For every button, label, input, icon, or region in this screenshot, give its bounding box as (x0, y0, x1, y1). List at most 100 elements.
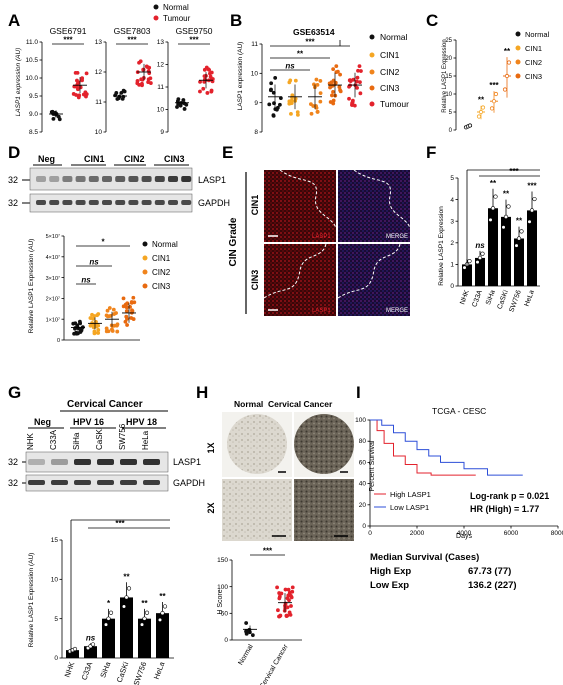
panel-c-ylabel: Relative LASP1 Expression (442, 39, 448, 112)
data-point (287, 80, 292, 85)
data-point (104, 329, 109, 334)
data-point (160, 611, 165, 616)
data-point (115, 329, 120, 334)
legend-normal: Normal (163, 3, 189, 12)
data-point (147, 65, 152, 70)
data-point (293, 96, 298, 101)
data-point (208, 71, 212, 76)
x-tick-label: NHK (459, 289, 471, 306)
y-tick-label: 100 (217, 584, 228, 591)
median-row-low-value: 136.2 (227) (468, 580, 517, 591)
y-tick-label: 2×10⁷ (46, 296, 60, 303)
blot-g-header: Cervical Cancer (67, 399, 143, 410)
sig-label: ns (81, 276, 91, 285)
sig-label: *** (115, 519, 125, 528)
y-tick-label: 15 (51, 537, 59, 544)
y-tick-label: 15 (445, 74, 452, 80)
blot-d-mw-2: 32 (8, 198, 18, 208)
data-point (162, 604, 168, 609)
x-tick-label: SiHa (485, 289, 497, 306)
panel-i-ylabel: Percent Survival (369, 440, 376, 491)
y-tick-label: 9.5 (29, 93, 38, 100)
panel-d-blot: Neg CIN1 CIN2 CIN3 32 32 LASP1 GAPDH (8, 154, 230, 213)
blot-d-lane-cin1: CIN1 (84, 154, 105, 164)
data-point (529, 208, 535, 213)
data-point (204, 65, 209, 70)
blot-g-group-hpv18: HPV 18 (126, 417, 157, 427)
panel-i-xlabel: Days (456, 533, 472, 540)
x-tick-label: 6000 (504, 530, 519, 537)
data-point (330, 93, 334, 98)
data-point (488, 217, 493, 223)
panel-a-legend: Normal Tumour (153, 3, 191, 23)
median-row-high-value: 67.73 (77) (468, 566, 511, 577)
blot-band-gapdh (74, 480, 91, 485)
blot-d-lane-cin3: CIN3 (164, 154, 185, 164)
sig-label: * (101, 238, 105, 247)
data-point (273, 76, 278, 80)
x-tick-label: CaSKi (115, 660, 131, 683)
data-point (129, 300, 134, 304)
y-tick-label: 1 (450, 262, 454, 269)
sig-label: ** (123, 572, 130, 581)
panel-i-hr: HR (High) = 1.77 (470, 504, 539, 514)
data-point (106, 616, 111, 621)
data-point (480, 251, 485, 256)
data-point (50, 109, 55, 114)
blot-band-gapdh (49, 200, 60, 205)
panel-d-legend: Normal CIN1 CIN2 CIN3 (142, 240, 178, 291)
sig-label: *** (189, 36, 199, 45)
data-point (334, 64, 339, 69)
if-label-merge-2: MERGE (386, 308, 408, 314)
y-tick-label: 11 (95, 99, 102, 106)
bar (527, 210, 537, 286)
legend-c-cin3: CIN3 (525, 72, 542, 81)
data-point (277, 591, 282, 595)
x-tick-label: HeLa (524, 289, 536, 307)
ihc-row-2x: 2X (206, 502, 216, 513)
data-point (347, 84, 351, 89)
data-point (289, 595, 294, 600)
sig-label: ** (516, 217, 523, 226)
panel-f-chart: 0 1 2 3 4 5 NHK ns C33A ** SiHa ** CaSKi ** SW756 *** He… (450, 167, 540, 313)
bar (475, 257, 485, 286)
legend-b-cin3: CIN3 (380, 83, 400, 93)
x-tick-label: SiHa (98, 660, 112, 679)
y-tick-label: 12 (95, 69, 103, 76)
panel-d-chart: 0 1×10⁷ 2×10⁷ 3×10⁷ 4×10⁷ 5×10⁷ * ns ns (46, 233, 140, 344)
km-curve-high (370, 419, 476, 476)
data-point (337, 85, 342, 90)
y-tick-label: 80 (359, 438, 367, 445)
data-point (506, 60, 512, 65)
data-point (71, 321, 76, 326)
blot-band-lasp1 (120, 459, 137, 465)
bar (501, 216, 511, 286)
blot-band-gapdh (181, 200, 192, 205)
data-point (315, 82, 320, 87)
legend-b-cin2: CIN2 (380, 67, 400, 77)
blot-lane-label: C33A (49, 429, 58, 450)
data-point (74, 93, 79, 97)
data-point (130, 309, 135, 313)
y-tick-label: 100 (355, 417, 366, 424)
y-tick-label: 11 (157, 84, 164, 91)
legend-i-high: High LASP1 (390, 490, 431, 499)
median-row-low-label: Low Exp (370, 580, 409, 591)
if-label-merge-1: MERGE (386, 234, 408, 240)
ihc-col-normal: Normal (234, 399, 263, 409)
sig-label: *** (489, 81, 499, 90)
blot-band-gapdh (120, 480, 137, 485)
data-point (244, 629, 248, 634)
data-point (318, 91, 323, 96)
data-point (504, 73, 510, 79)
data-point (126, 586, 132, 591)
y-tick-label: 11.0 (26, 39, 39, 46)
y-tick-label: 0 (224, 637, 228, 644)
bar (84, 646, 97, 658)
blot-lane-label: CaSKi (95, 427, 104, 450)
blot-band-lasp1 (128, 176, 139, 182)
y-tick-label: 50 (221, 611, 229, 618)
